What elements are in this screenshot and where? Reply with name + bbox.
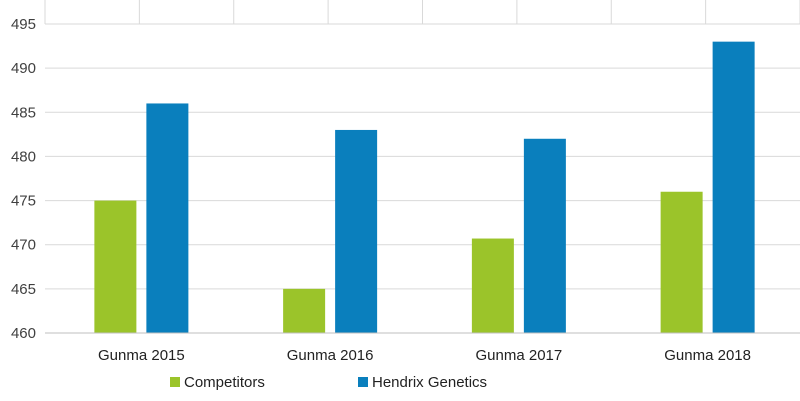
y-tick-label: 460 (11, 325, 36, 342)
legend: Competitors Hendrix Genetics (170, 374, 487, 391)
legend-swatch (170, 377, 180, 387)
x-category-label: Gunma 2018 (664, 347, 751, 364)
bar-hendrix-genetics-0 (146, 103, 189, 333)
legend-label: Hendrix Genetics (372, 374, 487, 391)
y-tick-label: 480 (11, 148, 36, 165)
bar-hendrix-genetics-3 (712, 41, 755, 334)
bars (94, 41, 755, 334)
bar-competitors-1 (283, 288, 326, 333)
vertical-gridlines (44, 0, 800, 24)
x-category-label: Gunma 2015 (98, 347, 185, 364)
bar-competitors-3 (660, 191, 703, 333)
y-axis-ticks: 460 465 470 475 480 485 490 495 (11, 16, 36, 342)
x-category-label: Gunma 2016 (287, 347, 374, 364)
bar-hendrix-genetics-2 (523, 138, 566, 333)
x-category-label: Gunma 2017 (476, 347, 563, 364)
x-axis-categories: Gunma 2015 Gunma 2016 Gunma 2017 Gunma 2018 (98, 347, 751, 364)
y-tick-label: 495 (11, 16, 36, 33)
legend-label: Competitors (184, 374, 265, 391)
y-tick-label: 475 (11, 193, 36, 210)
y-tick-label: 470 (11, 237, 36, 254)
bar-hendrix-genetics-1 (335, 129, 378, 333)
bar-competitors-2 (471, 238, 514, 333)
bar-competitors-0 (94, 200, 137, 333)
y-tick-label: 490 (11, 60, 36, 77)
y-tick-label: 485 (11, 104, 36, 121)
legend-swatch (358, 377, 368, 387)
y-tick-label: 465 (11, 281, 36, 298)
